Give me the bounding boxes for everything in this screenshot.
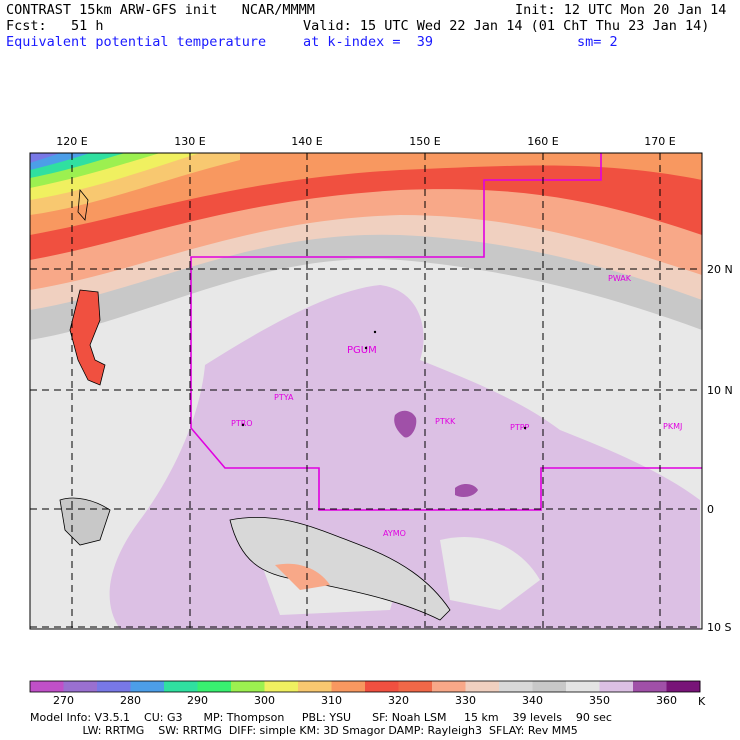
level-info: at k-index = 39 — [303, 34, 434, 50]
lon-label-150e: 150 E — [409, 135, 440, 148]
theta-e-field — [30, 153, 702, 629]
lat-label-20n: 20 N — [707, 263, 733, 276]
colorbar-swatch — [666, 681, 701, 692]
field-name: Equivalent potential temperature — [6, 34, 267, 50]
lat-lon-grid — [30, 153, 702, 629]
colorbar-swatch — [130, 681, 165, 692]
domain-boundary — [190, 153, 702, 511]
station-aymo: AYMO — [383, 529, 406, 538]
colorbar-swatch — [30, 681, 64, 692]
lat-label-10n: 10 N — [707, 384, 733, 397]
colorbar-swatch — [599, 681, 634, 692]
colorbar-swatch — [97, 681, 131, 692]
colorbar-swatch — [465, 681, 500, 692]
colorbar-tick-label: 320 — [388, 694, 409, 707]
colorbar-swatch — [432, 681, 466, 692]
colorbar-swatch — [231, 681, 265, 692]
colorbar-swatch — [365, 681, 399, 692]
station-ptro: PTRO — [231, 419, 253, 428]
station-ptpp: PTPP — [510, 423, 530, 432]
station-pgum: PGUM — [347, 345, 377, 356]
station-pkmj: PKMJ — [663, 422, 682, 431]
station-ptya: PTYA — [274, 393, 294, 402]
colorbar-swatch — [164, 681, 198, 692]
colorbar — [29, 680, 701, 693]
colorbar-tick-label: 310 — [321, 694, 342, 707]
colorbar-swatch — [633, 681, 667, 692]
colorbar-swatch — [398, 681, 433, 692]
title-line-1: CONTRAST 15km ARW-GFS init NCAR/MMMM — [6, 2, 315, 18]
model-info-line-2: LW: RRTMG SW: RRTMG DIFF: simple KM: 3D … — [30, 724, 578, 737]
colorbar-swatch — [264, 681, 299, 692]
colorbar-swatch — [499, 681, 533, 692]
colorbar-tick-label: 330 — [455, 694, 476, 707]
colorbar-tick-label: 340 — [522, 694, 543, 707]
colorbar-tick-label: 280 — [120, 694, 141, 707]
station-ptkk: PTKK — [435, 417, 456, 426]
valid-time: Valid: 15 UTC Wed 22 Jan 14 (01 ChT Thu … — [303, 18, 710, 34]
lat-label-10s: 10 S — [707, 621, 731, 634]
model-info-line-1: Model Info: V3.5.1 CU: G3 MP: Thompson P… — [30, 711, 612, 724]
map-frame — [29, 152, 703, 630]
lon-label-170e: 170 E — [644, 135, 675, 148]
colorbar-tick-label: 360 — [656, 694, 677, 707]
lon-label-160e: 160 E — [527, 135, 558, 148]
colorbar-swatch — [331, 681, 366, 692]
colorbar-tick-label: 270 — [53, 694, 74, 707]
lon-label-130e: 130 E — [174, 135, 205, 148]
colorbar-tick-label: 350 — [589, 694, 610, 707]
lon-label-120e: 120 E — [56, 135, 87, 148]
colorbar-swatch — [566, 681, 600, 692]
colorbar-unit: K — [698, 695, 706, 708]
colorbar-swatch — [532, 681, 567, 692]
colorbar-swatch — [197, 681, 232, 692]
colorbar-swatch — [63, 681, 98, 692]
lat-label-0: 0 — [707, 503, 714, 516]
forecast-hour: Fcst: 51 h — [6, 18, 104, 34]
colorbar-tick-label: 290 — [187, 694, 208, 707]
colorbar-swatch — [298, 681, 332, 692]
smoothing-info: sm= 2 — [577, 34, 618, 50]
colorbar-frame — [29, 680, 701, 693]
colorbar-tick-label: 300 — [254, 694, 275, 707]
init-time: Init: 12 UTC Mon 20 Jan 14 — [515, 2, 727, 18]
lon-label-140e: 140 E — [291, 135, 322, 148]
station-pwak: PWAK — [608, 274, 632, 283]
